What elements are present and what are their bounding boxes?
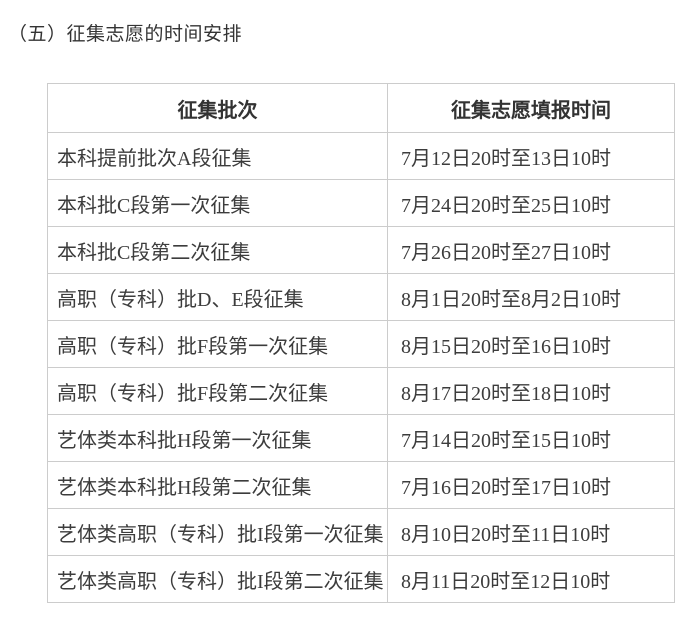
section-heading: （五）征集志愿的时间安排 (8, 24, 243, 45)
table-row: 高职（专科）批F段第二次征集 8月17日20时至18日10时 (47, 367, 675, 415)
time-cell: 7月12日20时至13日10时 (387, 132, 675, 180)
time-cell: 7月14日20时至15日10时 (387, 414, 675, 462)
time-cell: 8月15日20时至16日10时 (387, 320, 675, 368)
batch-cell: 本科提前批次A段征集 (47, 132, 388, 180)
batch-cell: 本科批C段第一次征集 (47, 179, 388, 227)
header-row: 征集批次 征集志愿填报时间 (47, 83, 675, 133)
batch-cell: 艺体类高职（专科）批I段第一次征集 (47, 508, 388, 556)
batch-cell: 艺体类本科批H段第一次征集 (47, 414, 388, 462)
table-row: 艺体类本科批H段第二次征集 7月16日20时至17日10时 (47, 461, 675, 509)
batch-cell: 艺体类高职（专科）批I段第二次征集 (47, 555, 388, 603)
table-row: 高职（专科）批D、E段征集 8月1日20时至8月2日10时 (47, 273, 675, 321)
batch-cell: 高职（专科）批F段第一次征集 (47, 320, 388, 368)
time-cell: 8月10日20时至11日10时 (387, 508, 675, 556)
batch-cell: 高职（专科）批F段第二次征集 (47, 367, 388, 415)
table-row: 本科批C段第一次征集 7月24日20时至25日10时 (47, 179, 675, 227)
table-row: 艺体类本科批H段第一次征集 7月14日20时至15日10时 (47, 414, 675, 462)
time-cell: 8月17日20时至18日10时 (387, 367, 675, 415)
batch-column-header: 征集批次 (47, 83, 388, 133)
batch-cell: 本科批C段第二次征集 (47, 226, 388, 274)
table-row: 本科批C段第二次征集 7月26日20时至27日10时 (47, 226, 675, 274)
time-cell: 8月1日20时至8月2日10时 (387, 273, 675, 321)
table-row: 本科提前批次A段征集 7月12日20时至13日10时 (47, 132, 675, 180)
schedule-table: 征集批次 征集志愿填报时间 本科提前批次A段征集 7月12日20时至13日10时… (47, 83, 675, 603)
time-column-header: 征集志愿填报时间 (387, 83, 675, 133)
table-row: 艺体类高职（专科）批I段第一次征集 8月10日20时至11日10时 (47, 508, 675, 556)
time-cell: 8月11日20时至12日10时 (387, 555, 675, 603)
table-row: 艺体类高职（专科）批I段第二次征集 8月11日20时至12日10时 (47, 555, 675, 603)
time-cell: 7月16日20时至17日10时 (387, 461, 675, 509)
batch-cell: 高职（专科）批D、E段征集 (47, 273, 388, 321)
table-row: 高职（专科）批F段第一次征集 8月15日20时至16日10时 (47, 320, 675, 368)
batch-cell: 艺体类本科批H段第二次征集 (47, 461, 388, 509)
time-cell: 7月24日20时至25日10时 (387, 179, 675, 227)
time-cell: 7月26日20时至27日10时 (387, 226, 675, 274)
